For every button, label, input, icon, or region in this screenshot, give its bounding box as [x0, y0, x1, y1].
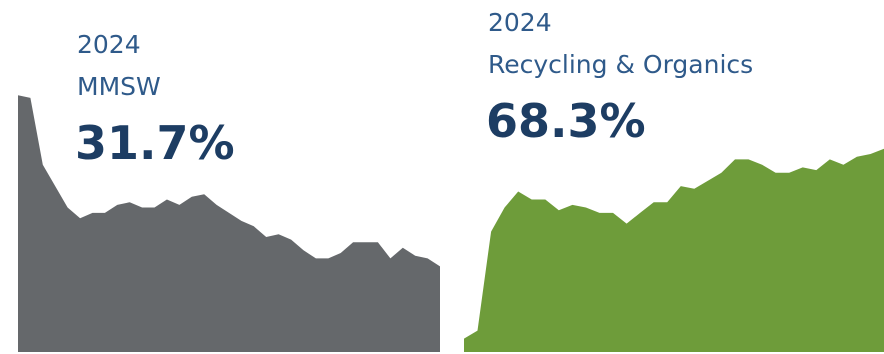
recycling-area-shape	[464, 148, 884, 352]
mmsw-series-label: MMSW	[77, 72, 161, 101]
mmsw-area-chart	[18, 95, 440, 352]
recycling-panel: 2024 Recycling & Organics 68.3%	[442, 0, 884, 354]
recycling-year-label: 2024	[488, 8, 552, 37]
recycling-series-label: Recycling & Organics	[488, 50, 754, 79]
recycling-area-chart	[464, 148, 884, 352]
recycling-percent-value: 68.3%	[486, 94, 646, 148]
mmsw-percent-value: 31.7%	[75, 116, 235, 170]
mmsw-year-label: 2024	[77, 30, 141, 59]
mmsw-panel: 2024 MMSW 31.7%	[18, 30, 440, 352]
mmsw-area-shape	[18, 95, 440, 352]
